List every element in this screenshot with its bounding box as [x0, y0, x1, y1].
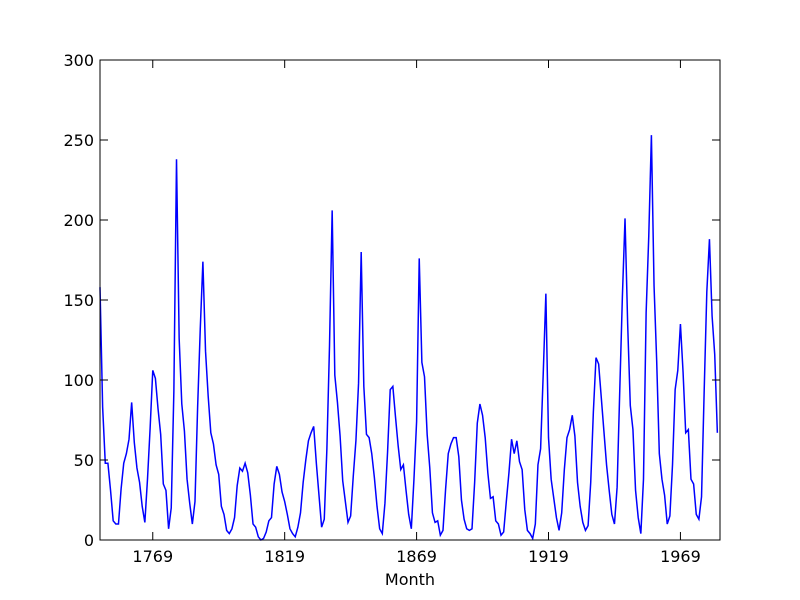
- y-tick-label: 0: [84, 531, 94, 550]
- y-tick-label: 300: [63, 51, 94, 70]
- x-axis-label: Month: [385, 570, 435, 589]
- y-tick-label: 50: [74, 451, 94, 470]
- x-tick-label: 1769: [132, 547, 173, 566]
- y-tick-label: 150: [63, 291, 94, 310]
- x-tick-label: 1819: [264, 547, 305, 566]
- x-tick-label: 1869: [396, 547, 437, 566]
- x-tick-label: 1919: [528, 547, 569, 566]
- data-line: [99, 135, 719, 541]
- y-tick-label: 200: [63, 211, 94, 230]
- x-tick-label: 1969: [660, 547, 701, 566]
- y-tick-label: 100: [63, 371, 94, 390]
- y-tick-label: 250: [63, 131, 94, 150]
